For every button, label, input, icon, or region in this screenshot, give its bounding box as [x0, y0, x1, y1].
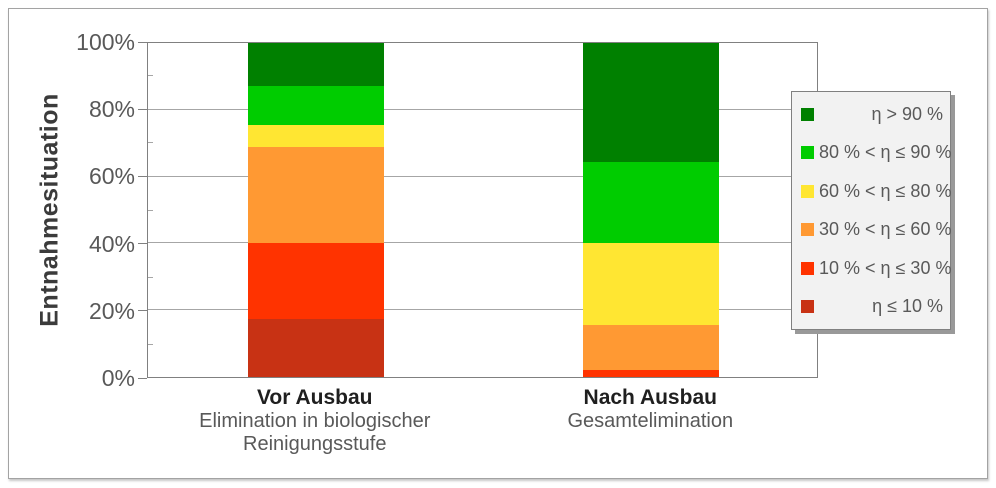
- plot-area: [147, 42, 818, 378]
- legend-color-swatch-icon: [801, 223, 814, 237]
- y-axis-title: Entnahmesituation: [35, 93, 64, 327]
- y-axis-tick-label: 80%: [88, 96, 135, 123]
- y-axis-tick-label: 20%: [88, 297, 135, 324]
- legend-item: 60 % < η ≤ 80 %: [801, 172, 951, 211]
- y-axis-minor-tick: [148, 343, 153, 345]
- y-axis-major-tick: [138, 377, 147, 379]
- legend-color-swatch-icon: [801, 300, 814, 314]
- bar-segment: [247, 318, 384, 377]
- y-axis-major-tick: [138, 310, 147, 312]
- y-axis-major-tick: [138, 108, 147, 110]
- legend-item-label: η ≤ 10 %: [872, 296, 943, 317]
- legend-item: 80 % < η ≤ 90 %: [801, 134, 951, 173]
- bar-segment: [247, 243, 384, 319]
- legend-color-swatch-icon: [801, 261, 814, 275]
- y-axis-minor-tick: [148, 209, 153, 211]
- stacked-bar: [247, 43, 384, 377]
- category-subtitle: Reinigungsstufe: [243, 433, 387, 455]
- legend-color-swatch-icon: [801, 107, 814, 121]
- legend-item-label: 60 % < η ≤ 80 %: [819, 180, 952, 201]
- y-axis-major-tick: [138, 243, 147, 245]
- bar-segment: [583, 370, 720, 377]
- y-axis-major-tick: [138, 41, 147, 43]
- legend: η > 90 % 80 % < η ≤ 90 % 60 % < η ≤ 80 % 30…: [791, 91, 951, 330]
- bar-segment: [247, 43, 384, 87]
- legend-item: 30 % < η ≤ 60 %: [801, 211, 951, 250]
- bar-segment: [583, 161, 720, 244]
- x-axis-category: Nach Ausbau Gesamtelimination: [480, 386, 820, 433]
- bar-segment: [583, 243, 720, 326]
- y-axis-major-tick: [138, 175, 147, 177]
- gridline: [148, 242, 817, 244]
- gridline: [148, 108, 817, 110]
- legend-item-label: 10 % < η ≤ 30 %: [819, 257, 952, 278]
- bar-segment: [247, 124, 384, 147]
- figure-border: [8, 8, 988, 479]
- legend-item: 10 % < η ≤ 30 %: [801, 249, 951, 288]
- legend-color-swatch-icon: [801, 146, 814, 160]
- category-title: Nach Ausbau: [583, 386, 717, 409]
- y-axis-tick-label: 0%: [101, 365, 135, 391]
- legend-item-label: 80 % < η ≤ 90 %: [819, 142, 952, 163]
- y-axis-minor-tick: [148, 142, 153, 144]
- y-axis-tick-label: 40%: [88, 230, 135, 257]
- bar-segment: [247, 86, 384, 125]
- y-axis-minor-tick: [148, 276, 153, 278]
- y-axis-tick-label: 100%: [76, 29, 135, 55]
- gridline: [148, 175, 817, 177]
- bar-segment: [583, 43, 720, 162]
- bar-segment: [247, 146, 384, 244]
- x-axis-category: Vor Ausbau Elimination in biologischer Rei…: [145, 386, 485, 456]
- category-subtitle: Elimination in biologischer: [199, 410, 431, 432]
- legend-color-swatch-icon: [801, 184, 814, 198]
- y-axis-minor-tick: [148, 75, 153, 77]
- legend-item-label: 30 % < η ≤ 60 %: [819, 219, 952, 240]
- legend-item: η > 90 %: [801, 95, 943, 134]
- y-axis-tick-label: 60%: [88, 163, 135, 190]
- stacked-bar: [583, 43, 720, 377]
- gridline: [148, 309, 817, 311]
- legend-item-label: η > 90 %: [871, 103, 943, 124]
- category-title: Vor Ausbau: [256, 386, 373, 409]
- bar-segment: [583, 325, 720, 371]
- legend-item: η ≤ 10 %: [801, 288, 943, 327]
- category-subtitle: Gesamtelimination: [567, 410, 734, 432]
